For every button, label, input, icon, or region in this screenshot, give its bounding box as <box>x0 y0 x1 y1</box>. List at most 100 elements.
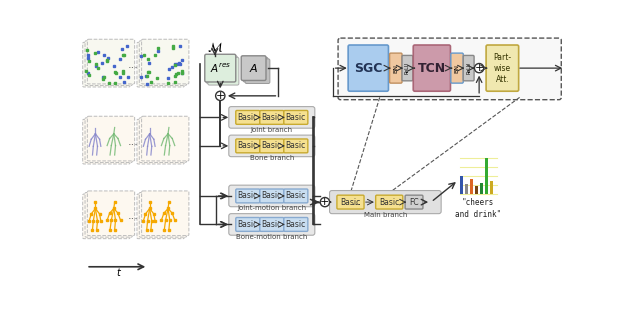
FancyBboxPatch shape <box>376 195 403 209</box>
Text: Basic: Basic <box>285 113 306 122</box>
FancyBboxPatch shape <box>88 116 134 161</box>
Text: BN: BN <box>454 64 460 73</box>
Text: Basic: Basic <box>262 220 282 229</box>
Text: ...: ... <box>352 197 361 207</box>
Text: Basic: Basic <box>379 197 399 207</box>
FancyBboxPatch shape <box>236 189 260 203</box>
FancyBboxPatch shape <box>451 53 463 83</box>
FancyBboxPatch shape <box>260 217 284 231</box>
Text: t: t <box>117 268 121 278</box>
Text: BN: BN <box>394 64 398 73</box>
Text: +: + <box>320 197 330 207</box>
FancyBboxPatch shape <box>205 54 236 82</box>
Text: ...: ... <box>127 211 138 221</box>
Text: Basic: Basic <box>237 192 258 201</box>
FancyBboxPatch shape <box>463 55 474 81</box>
FancyBboxPatch shape <box>140 118 187 162</box>
Circle shape <box>474 63 484 73</box>
FancyBboxPatch shape <box>141 116 189 161</box>
FancyBboxPatch shape <box>390 53 402 83</box>
Text: ...: ... <box>127 137 138 147</box>
FancyBboxPatch shape <box>140 41 187 86</box>
Text: Basic: Basic <box>237 113 258 122</box>
FancyBboxPatch shape <box>208 57 239 85</box>
FancyBboxPatch shape <box>83 119 130 164</box>
Text: $A$: $A$ <box>249 62 259 74</box>
FancyBboxPatch shape <box>245 59 270 84</box>
Bar <box>475 186 478 194</box>
Text: $\mathcal{M}$: $\mathcal{M}$ <box>207 39 223 53</box>
FancyBboxPatch shape <box>229 107 315 128</box>
FancyBboxPatch shape <box>206 56 237 84</box>
Text: Basic: Basic <box>262 113 282 122</box>
FancyBboxPatch shape <box>141 39 189 84</box>
FancyBboxPatch shape <box>141 191 189 236</box>
FancyBboxPatch shape <box>284 189 308 203</box>
FancyBboxPatch shape <box>83 194 130 239</box>
FancyBboxPatch shape <box>236 217 260 231</box>
Text: ReLU: ReLU <box>405 62 410 74</box>
FancyBboxPatch shape <box>284 217 308 231</box>
FancyBboxPatch shape <box>260 110 284 124</box>
Text: Basic: Basic <box>285 142 306 151</box>
Text: $A^{res}$: $A^{res}$ <box>209 62 231 75</box>
Text: Basic: Basic <box>340 197 360 207</box>
FancyBboxPatch shape <box>88 39 134 84</box>
FancyBboxPatch shape <box>284 139 308 153</box>
FancyBboxPatch shape <box>85 41 132 86</box>
Circle shape <box>320 197 330 207</box>
Bar <box>484 158 488 194</box>
FancyBboxPatch shape <box>229 214 315 235</box>
Text: Bone-motion branch: Bone-motion branch <box>236 234 307 240</box>
FancyBboxPatch shape <box>405 195 423 209</box>
FancyBboxPatch shape <box>229 185 315 207</box>
Text: Basic: Basic <box>285 220 306 229</box>
Text: Basic: Basic <box>262 142 282 151</box>
Text: Main branch: Main branch <box>364 212 407 218</box>
FancyBboxPatch shape <box>243 57 268 82</box>
FancyBboxPatch shape <box>236 139 260 153</box>
FancyBboxPatch shape <box>229 135 315 157</box>
Text: SGC: SGC <box>354 62 383 75</box>
FancyBboxPatch shape <box>260 189 284 203</box>
Circle shape <box>216 91 225 100</box>
Text: Part-
wise
Att.: Part- wise Att. <box>493 53 511 84</box>
FancyBboxPatch shape <box>83 42 130 87</box>
FancyBboxPatch shape <box>88 191 134 236</box>
FancyBboxPatch shape <box>241 56 266 81</box>
FancyBboxPatch shape <box>413 45 451 91</box>
Text: TCN: TCN <box>418 62 446 75</box>
Bar <box>465 184 468 194</box>
Text: ReLU: ReLU <box>466 62 471 74</box>
FancyBboxPatch shape <box>337 195 364 209</box>
FancyBboxPatch shape <box>137 194 184 239</box>
Text: Bone branch: Bone branch <box>250 155 294 161</box>
FancyBboxPatch shape <box>85 193 132 237</box>
FancyBboxPatch shape <box>330 191 441 214</box>
Text: "cheers
and drink": "cheers and drink" <box>455 198 502 219</box>
Text: +: + <box>216 91 225 101</box>
FancyBboxPatch shape <box>137 42 184 87</box>
FancyBboxPatch shape <box>348 45 388 91</box>
FancyBboxPatch shape <box>85 118 132 162</box>
Text: Joint branch: Joint branch <box>251 127 293 133</box>
Text: Basic: Basic <box>262 192 282 201</box>
Text: FC: FC <box>409 197 419 207</box>
Bar <box>490 181 493 194</box>
Bar <box>460 176 463 194</box>
Text: Basic: Basic <box>285 192 306 201</box>
Bar <box>470 179 474 194</box>
FancyBboxPatch shape <box>284 110 308 124</box>
Bar <box>479 183 483 194</box>
FancyBboxPatch shape <box>236 110 260 124</box>
FancyBboxPatch shape <box>486 45 518 91</box>
Text: ...: ... <box>127 60 138 70</box>
FancyBboxPatch shape <box>338 38 561 100</box>
Text: +: + <box>474 63 484 73</box>
FancyBboxPatch shape <box>402 55 413 81</box>
FancyBboxPatch shape <box>260 139 284 153</box>
FancyBboxPatch shape <box>140 193 187 237</box>
FancyBboxPatch shape <box>137 119 184 164</box>
Text: Joint-motion branch: Joint-motion branch <box>237 205 307 211</box>
Text: Basic: Basic <box>237 220 258 229</box>
